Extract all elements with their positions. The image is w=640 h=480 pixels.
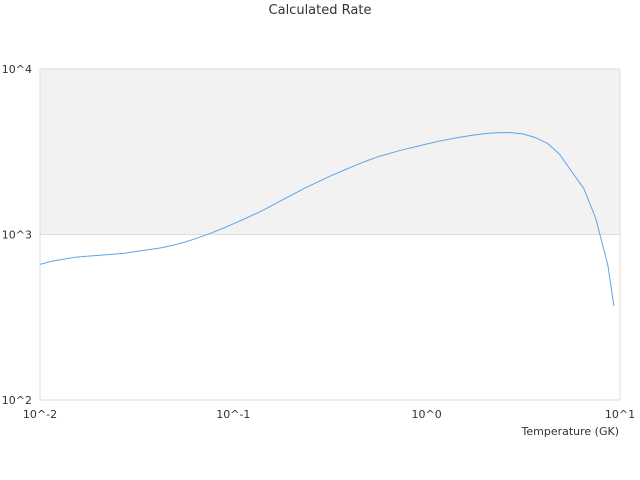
series-layer (39, 132, 615, 307)
chart-title: Calculated Rate (268, 3, 372, 18)
x-tick-label: 10^0 (412, 408, 442, 421)
y-tick-label: 10^2 (2, 394, 32, 407)
rate-series-line (39, 132, 615, 307)
x-tick-label: 10^1 (605, 408, 635, 421)
x-axis-label: Temperature (GK) (521, 425, 620, 438)
x-tick-label: 10^-1 (216, 408, 250, 421)
y-tick-label: 10^3 (2, 229, 32, 242)
x-tick-labels: 10^-2 10^-1 10^0 10^1 (23, 408, 635, 421)
upper-band (40, 69, 620, 235)
y-tick-label: 10^4 (2, 63, 32, 76)
y-tick-labels: 10^2 10^3 10^4 (2, 63, 32, 407)
axis-lines (39, 69, 621, 400)
x-tick-label: 10^-2 (23, 408, 57, 421)
grid-lines (40, 68, 620, 401)
